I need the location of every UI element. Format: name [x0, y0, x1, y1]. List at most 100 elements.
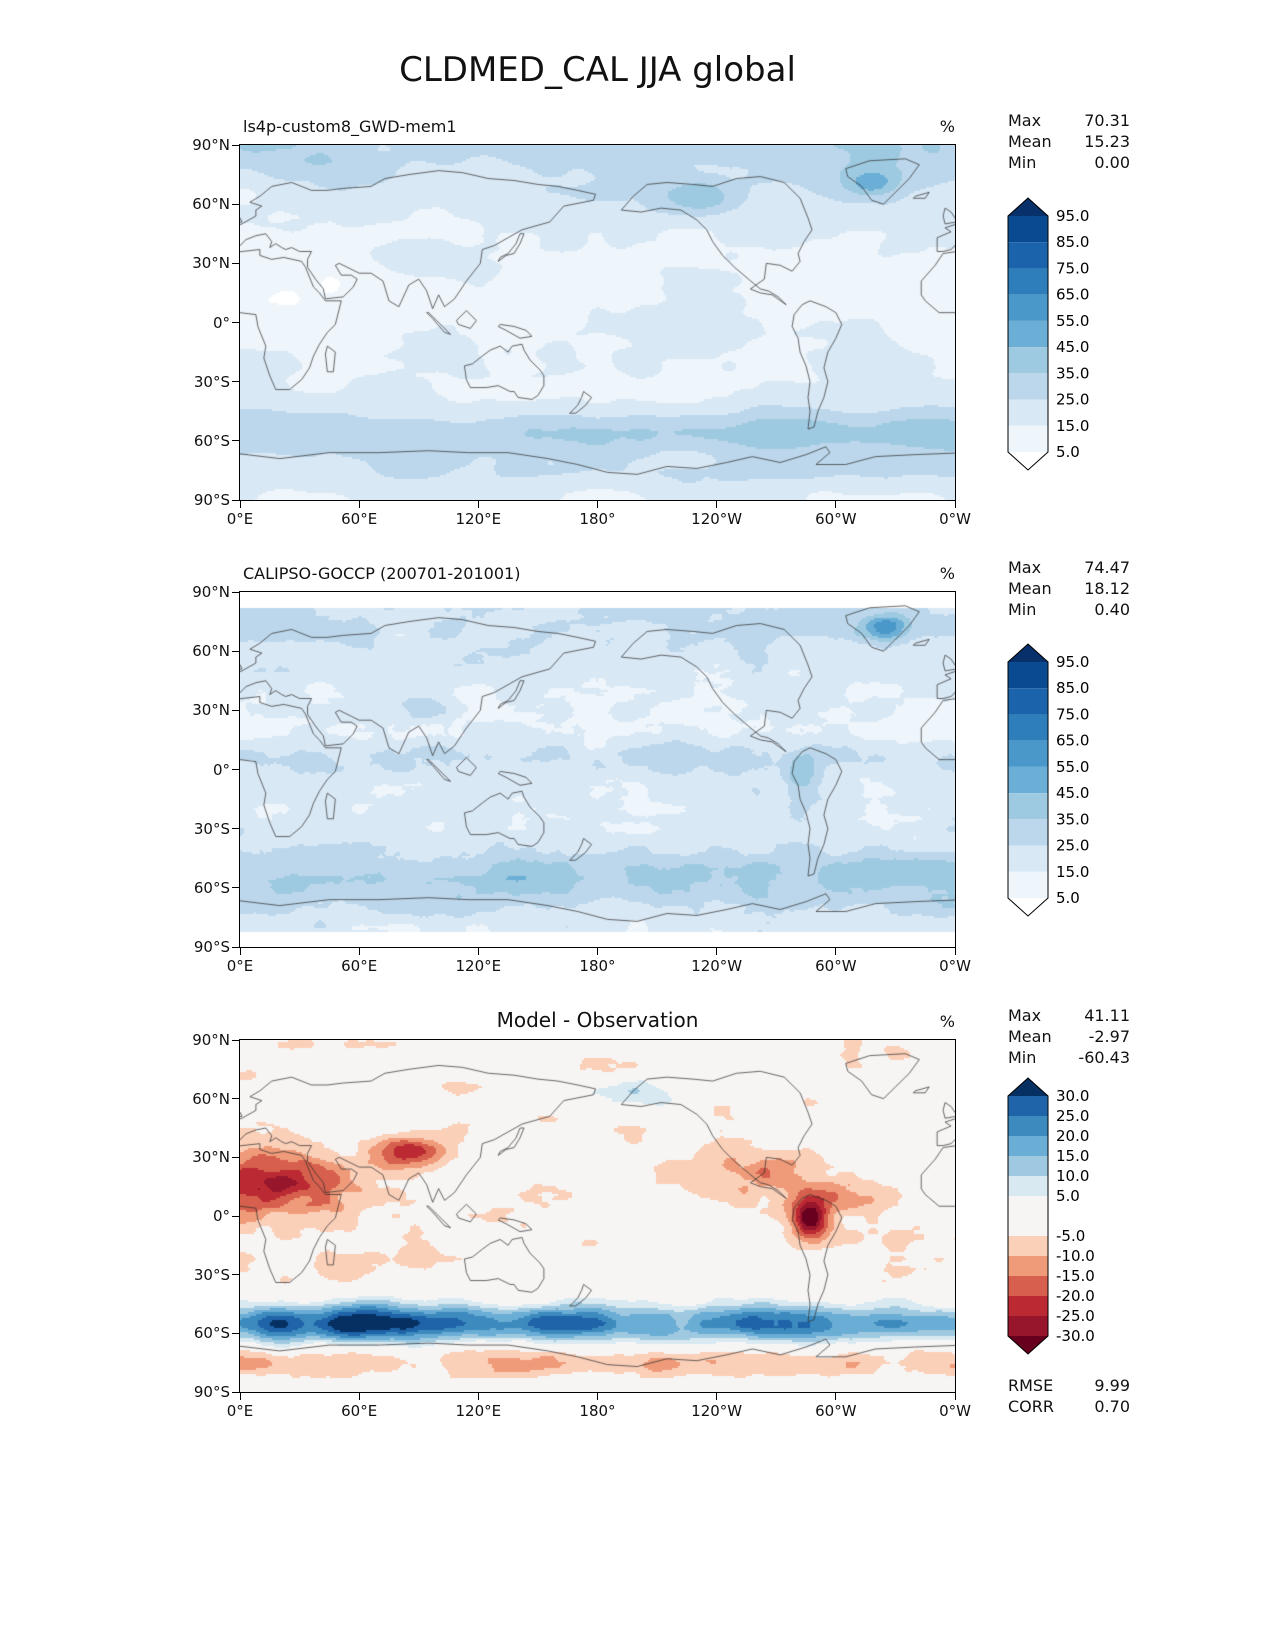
lat-tick-label: 90°S	[193, 938, 230, 956]
stat-label: Max	[1008, 1006, 1042, 1025]
panel-title-observation: CALIPSO-GOCCP (200701-201001)	[243, 564, 521, 583]
lat-tickmark	[232, 650, 239, 652]
stat-label: Max	[1008, 111, 1042, 130]
colorbar-tick-label: 15.0	[1056, 1147, 1089, 1165]
lon-tickmark	[239, 948, 241, 955]
lat-tickmark	[232, 709, 239, 711]
colorbar-tick-label: 10.0	[1056, 1167, 1089, 1185]
lon-tick-label: 120°E	[455, 1402, 502, 1420]
lat-tick-label: 90°S	[193, 1383, 230, 1401]
lon-tickmark	[477, 948, 479, 955]
lon-tickmark	[239, 1393, 241, 1400]
lon-tick-label: 60°W	[815, 1402, 857, 1420]
lon-tickmark	[358, 948, 360, 955]
lat-tickmark	[232, 1274, 239, 1276]
stat-label: Mean	[1008, 132, 1052, 151]
stat-value: 18.12	[1084, 579, 1130, 598]
lon-tickmark	[716, 1393, 718, 1400]
colorbar-tick-label: -5.0	[1056, 1227, 1085, 1245]
map-observation	[239, 591, 956, 948]
lat-tick-label: 0°	[212, 1207, 230, 1225]
lat-tick-label: 30°S	[193, 1265, 230, 1284]
colorbar-tick-label: 35.0	[1056, 810, 1089, 828]
colorbar-tick-label: 55.0	[1056, 758, 1089, 776]
stats-model: Max 70.31 Mean 15.23 Min 0.00	[1008, 110, 1130, 173]
lat-tick-label: 30°N	[192, 701, 230, 720]
lon-tickmark	[835, 501, 837, 508]
colorbar-tick-label: 15.0	[1056, 417, 1089, 435]
stat-label: RMSE	[1008, 1376, 1054, 1395]
lon-tick-label: 180°	[579, 510, 616, 528]
colorbar-tick-label: -20.0	[1056, 1287, 1095, 1305]
colorbar-model: 95.0 85.0 75.0 65.0 55.0 45.0 35.0 25.0 15.0 5.0	[1007, 197, 1089, 471]
lat-tick-label: 30°S	[193, 372, 230, 391]
stat-value: 15.23	[1084, 132, 1130, 151]
map-canvas-difference	[240, 1040, 955, 1392]
unit-label-model: %	[939, 117, 955, 136]
lat-tickmark	[232, 1332, 239, 1334]
lon-tickmark	[358, 501, 360, 508]
lat-tick-label: 30°S	[193, 819, 230, 838]
lon-tick-label: 0°W	[939, 1402, 971, 1420]
stat-value: -60.43	[1078, 1048, 1130, 1067]
figure-title: CLDMED_CAL JJA global	[399, 50, 796, 90]
lat-tickmark	[232, 203, 239, 205]
lat-tickmark	[232, 1391, 239, 1393]
stat-label: Mean	[1008, 1027, 1052, 1046]
stats-observation: Max 74.47 Mean 18.12 Min 0.40	[1008, 557, 1130, 620]
stat-value: 0.40	[1094, 600, 1130, 619]
stat-value: -2.97	[1088, 1027, 1130, 1046]
colorbar-tick-label: 55.0	[1056, 312, 1089, 330]
lon-tickmark	[477, 501, 479, 508]
lat-tickmark	[232, 591, 239, 593]
lat-tickmark	[232, 381, 239, 383]
stats-difference: Max 41.11 Mean -2.97 Min -60.43	[1008, 1005, 1130, 1068]
lat-tick-label: 60°S	[193, 878, 230, 897]
lon-tick-label: 60°E	[341, 957, 378, 975]
lat-tickmark	[232, 1039, 239, 1041]
colorbar-tick-label: 25.0	[1056, 1107, 1089, 1125]
map-model	[239, 144, 956, 501]
lat-tick-label: 90°N	[192, 1031, 230, 1049]
lon-tickmark	[477, 1393, 479, 1400]
lon-tickmark	[954, 501, 956, 508]
lat-tickmark	[232, 144, 239, 146]
colorbar-tick-label: 20.0	[1056, 1127, 1089, 1145]
skill-scores: RMSE 9.99 CORR 0.70	[1008, 1375, 1130, 1417]
lat-tick-label: 90°N	[192, 136, 230, 154]
map-canvas-model	[240, 145, 955, 500]
stat-label: Min	[1008, 600, 1037, 619]
lon-tick-label: 120°E	[455, 957, 502, 975]
colorbar-tick-label: 75.0	[1056, 259, 1089, 277]
lat-tick-label: 0°	[212, 313, 230, 332]
lat-tickmark	[232, 887, 239, 889]
lon-tickmark	[358, 1393, 360, 1400]
lat-tickmark	[232, 828, 239, 830]
map-difference	[239, 1039, 956, 1393]
lon-tick-label: 0°E	[226, 957, 254, 975]
stat-value: 41.11	[1084, 1006, 1130, 1025]
colorbar-tick-label: 95.0	[1056, 207, 1089, 225]
lon-tickmark	[835, 948, 837, 955]
lat-tick-label: 90°N	[192, 583, 230, 601]
lon-tick-label: 60°W	[815, 957, 857, 975]
lon-tickmark	[597, 948, 598, 955]
lat-tick-label: 30°N	[192, 254, 230, 273]
panel-title-difference: Model - Observation	[496, 1008, 699, 1032]
lat-tickmark	[232, 499, 239, 501]
lon-tick-label: 120°E	[455, 510, 502, 528]
colorbar-tick-label: 25.0	[1056, 837, 1089, 855]
unit-label-observation: %	[939, 564, 955, 583]
colorbar-tick-label: -25.0	[1056, 1307, 1095, 1325]
lon-tick-label: 180°	[579, 1402, 616, 1420]
lat-tickmark	[232, 1098, 239, 1100]
lat-tickmark	[232, 322, 239, 323]
unit-label-difference: %	[939, 1012, 955, 1031]
lon-tickmark	[954, 1393, 956, 1400]
lon-tick-label: 120°W	[691, 1402, 743, 1420]
lon-tickmark	[954, 948, 956, 955]
colorbar-tick-label: 30.0	[1056, 1087, 1089, 1105]
lat-tick-label: 60°S	[193, 431, 230, 450]
lon-tick-label: 180°	[579, 957, 616, 975]
